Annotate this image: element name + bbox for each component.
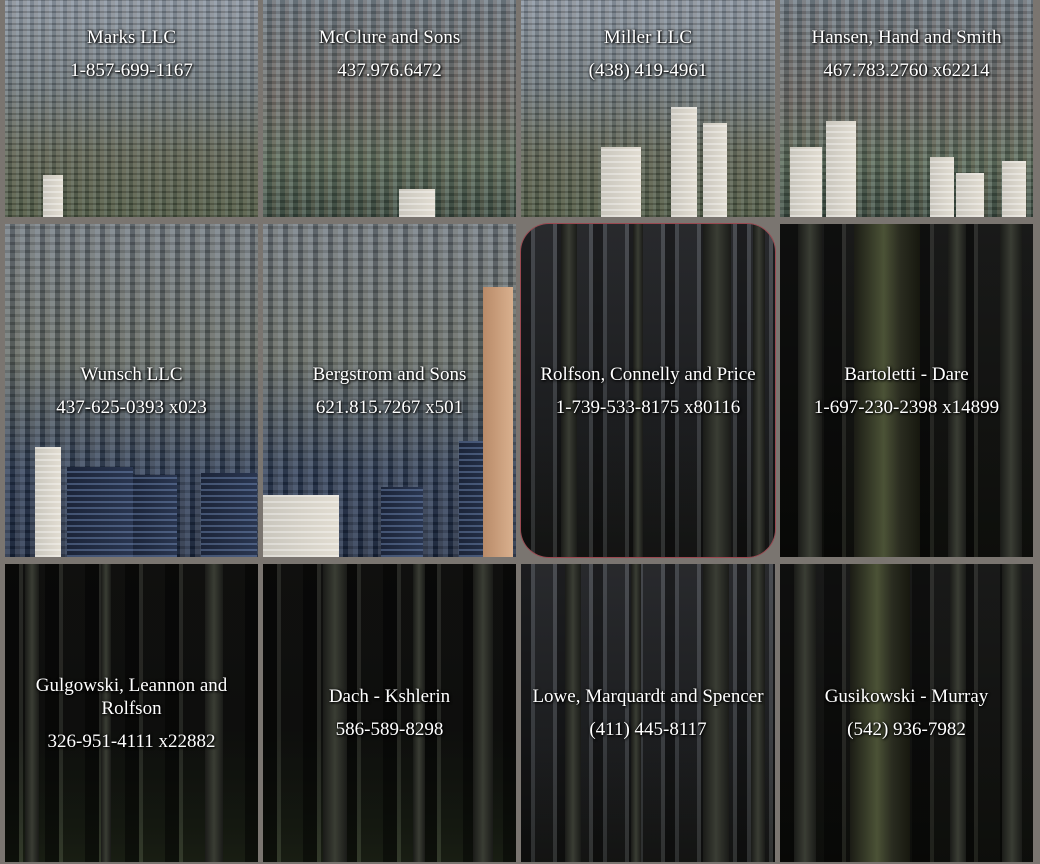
contact-card[interactable]: Lowe, Marquardt and Spencer (411) 445-81… — [521, 564, 775, 862]
company-name: Miller LLC — [603, 27, 693, 48]
city-photo — [263, 0, 516, 217]
contact-card[interactable]: Wunsch LLC 437-625-0393 x023 — [5, 224, 258, 557]
contact-card[interactable]: Miller LLC (438) 419-4961 — [521, 0, 775, 217]
contact-card[interactable]: Gusikowski - Murray (542) 936-7982 — [780, 564, 1033, 862]
company-name: Lowe, Marquardt and Spencer — [532, 686, 764, 707]
contact-card[interactable]: Bergstrom and Sons 621.815.7267 x501 — [263, 224, 516, 557]
company-name: Wunsch LLC — [80, 363, 183, 385]
company-phone: 1-739-533-8175 x80116 — [555, 396, 741, 418]
company-phone: 467.783.2760 x62214 — [823, 60, 990, 81]
forest-photo — [521, 564, 775, 862]
company-phone: 1-857-699-1167 — [70, 60, 193, 81]
forest-photo — [780, 564, 1033, 862]
contact-card[interactable]: Marks LLC 1-857-699-1167 — [5, 0, 258, 217]
city-photo — [263, 224, 516, 557]
company-name: Gusikowski - Murray — [824, 686, 989, 707]
company-name: Rolfson, Connelly and Price — [540, 363, 756, 385]
company-phone: (542) 936-7982 — [847, 719, 966, 740]
forest-photo — [521, 224, 775, 557]
city-photo — [5, 224, 258, 557]
company-phone: 621.815.7267 x501 — [315, 396, 464, 418]
city-photo — [780, 0, 1033, 217]
company-phone: (411) 445-8117 — [589, 719, 707, 740]
company-name: Hansen, Hand and Smith — [811, 27, 1002, 48]
contact-card[interactable]: Hansen, Hand and Smith 467.783.2760 x622… — [780, 0, 1033, 217]
company-phone: 1-697-230-2398 x14899 — [813, 396, 1000, 418]
forest-photo — [780, 224, 1033, 557]
company-name: Marks LLC — [86, 27, 177, 48]
city-photo — [521, 0, 775, 217]
contact-card[interactable]: Bartoletti - Dare 1-697-230-2398 x14899 — [780, 224, 1033, 557]
company-name: Bergstrom and Sons — [312, 363, 467, 385]
company-phone: 586-589-8298 — [335, 719, 444, 740]
contact-card[interactable]: Dach - Kshlerin 586-589-8298 — [263, 564, 516, 862]
contact-card[interactable]: McClure and Sons 437.976.6472 — [263, 0, 516, 217]
company-name: Bartoletti - Dare — [844, 363, 969, 385]
company-name: McClure and Sons — [318, 27, 461, 48]
company-phone: (438) 419-4961 — [588, 60, 708, 81]
company-phone: 326-951-4111 x22882 — [47, 730, 216, 752]
company-name: Dach - Kshlerin — [328, 686, 451, 707]
contact-card-selected[interactable]: Rolfson, Connelly and Price 1-739-533-81… — [521, 224, 775, 557]
company-phone: 437.976.6472 — [337, 60, 442, 81]
forest-photo — [5, 564, 258, 862]
forest-photo — [263, 564, 516, 862]
city-photo — [5, 0, 258, 217]
company-phone: 437-625-0393 x023 — [56, 396, 207, 418]
contact-card[interactable]: Gulgowski, Leannon and Rolfson 326-951-4… — [5, 564, 258, 862]
company-name: Gulgowski, Leannon and Rolfson — [35, 674, 228, 719]
